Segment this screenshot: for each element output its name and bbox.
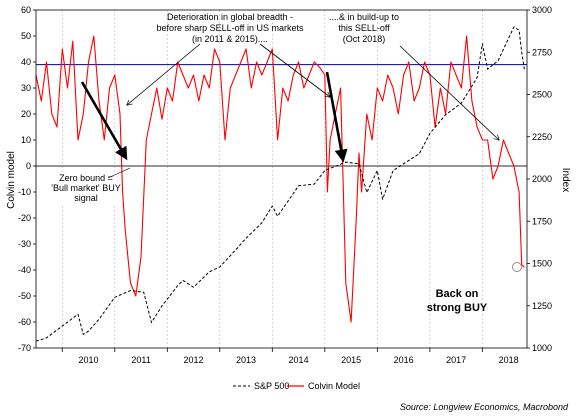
right-tick-label: 1500 (532, 259, 552, 269)
left-tick-label: -10 (18, 187, 31, 197)
x-tick-label: 2018 (499, 355, 519, 365)
annotation-breadth-line-2: before sharp SELL-off in US markets (157, 23, 304, 33)
reference-lines (36, 64, 527, 167)
right-axis-label: Index (560, 168, 571, 192)
right-tick-label: 2750 (532, 47, 552, 57)
annotation-buildup-line-2: this SELL-off (338, 23, 390, 33)
left-tick-label: -70 (18, 343, 31, 353)
arrow-2015-bold (325, 71, 348, 163)
annotation-zero-bound-line-3: signal (74, 193, 98, 203)
source-note: Source: Longview Economics, Macrobond (400, 402, 569, 412)
x-tick-label: 2010 (78, 355, 98, 365)
left-tick-label: 20 (21, 109, 31, 119)
left-tick-label: -30 (18, 239, 31, 249)
arrow-2011-bold (80, 81, 128, 161)
x-axis: 2010 2011 2012 2013 2014 2015 2016 2017 2018 (61, 348, 519, 365)
annotation-breadth-line-1: Deterioration in global breadth - (167, 12, 293, 22)
left-tick-label: 10 (21, 135, 31, 145)
annotation-buildup-line-1: ....& in build-up to (329, 12, 399, 22)
x-tick-label: 2014 (289, 355, 309, 365)
left-tick-label: 40 (21, 57, 31, 67)
right-axis: 3000 2750 2500 2250 2000 1750 1500 1250 1000 (527, 5, 552, 353)
x-tick-label: 2017 (446, 355, 466, 365)
annotation-zero-bound: Zero bound = 'Bull market' BUY signal (51, 172, 121, 204)
x-tick-label: 2015 (341, 355, 361, 365)
annotation-back-on: Back on strong BUY (427, 288, 488, 314)
annotation-back-on-line-1: Back on (436, 288, 479, 300)
x-tick-label: 2013 (236, 355, 256, 365)
series (35, 26, 525, 342)
left-axis-label: Colvin model (6, 151, 17, 209)
annotation-breadth-line-3: (in 2011 & 2015).... (192, 34, 268, 44)
legend-label-colvin: Colvin Model (308, 381, 360, 391)
annotation-breadth: Deterioration in global breadth - before… (157, 12, 304, 44)
x-tick-label: 2016 (394, 355, 414, 365)
arrow-zero-bound-pointer (107, 167, 131, 179)
legend-label-sp500: S&P 500 (254, 381, 289, 391)
left-tick-label: -60 (18, 317, 31, 327)
arrow-2011-thin (127, 43, 201, 105)
left-axis: 60 50 40 30 20 10 0 -10 -20 -30 -40 -50 -60 -70 (18, 5, 36, 353)
marker-back-on-circle (512, 262, 522, 272)
series-line-colvin (35, 35, 525, 323)
left-tick-label: 30 (21, 83, 31, 93)
right-tick-label: 2250 (532, 132, 552, 142)
series-line-sp500 (35, 26, 525, 342)
annotation-buildup-line-3: (Oct 2018) (343, 34, 386, 44)
left-tick-label: -20 (18, 213, 31, 223)
right-tick-label: 1250 (532, 301, 552, 311)
annotation-arrows (80, 43, 522, 272)
right-tick-label: 1000 (532, 343, 552, 353)
arrow-2015-thin (259, 43, 330, 97)
left-tick-label: 60 (21, 5, 31, 15)
right-tick-label: 2500 (532, 90, 552, 100)
legend: S&P 500 Colvin Model (233, 381, 360, 391)
right-tick-label: 1750 (532, 216, 552, 226)
annotation-zero-bound-line-1: Zero bound = (59, 173, 113, 183)
right-tick-label: 3000 (532, 5, 552, 15)
annotation-zero-bound-line-2: 'Bull market' BUY (51, 183, 120, 193)
left-tick-label: 0 (26, 161, 31, 171)
left-tick-label: -40 (18, 265, 31, 275)
x-tick-label: 2012 (184, 355, 204, 365)
left-tick-label: -50 (18, 291, 31, 301)
annotation-back-on-line-2: strong BUY (427, 302, 488, 314)
annotation-zero-bound-bg (55, 172, 117, 204)
annotation-buildup: ....& in build-up to this SELL-off (Oct … (329, 12, 399, 44)
arrow-2018-thin (399, 45, 499, 140)
right-tick-label: 2000 (532, 174, 552, 184)
x-tick-label: 2011 (131, 355, 150, 365)
left-tick-label: 50 (21, 31, 31, 41)
